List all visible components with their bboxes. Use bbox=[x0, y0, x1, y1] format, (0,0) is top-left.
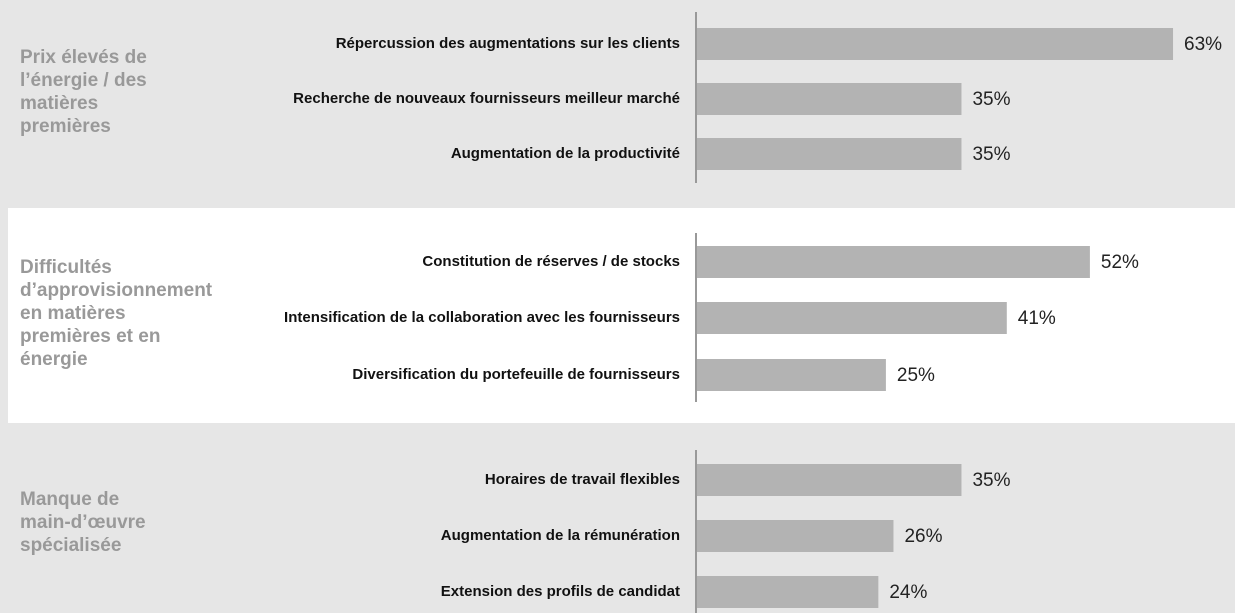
bar bbox=[697, 138, 962, 170]
category-label: Horaires de travail flexibles bbox=[485, 471, 680, 488]
category-label: Augmentation de la rémunération bbox=[441, 527, 680, 544]
category-label: Diversification du portefeuille de fourn… bbox=[352, 366, 680, 383]
category-label: Constitution de réserves / de stocks bbox=[422, 253, 680, 270]
bar bbox=[697, 83, 962, 115]
value-label: 41% bbox=[1018, 308, 1056, 329]
category-label: Extension des profils de candidat bbox=[441, 583, 680, 600]
value-label: 26% bbox=[904, 526, 942, 547]
category-label: Intensification de la collaboration avec… bbox=[284, 309, 680, 326]
value-label: 52% bbox=[1101, 252, 1139, 273]
value-label: 35% bbox=[972, 470, 1010, 491]
value-label: 24% bbox=[889, 582, 927, 603]
group-title: Difficultés d’approvisionnement en matiè… bbox=[20, 257, 213, 370]
category-label: Recherche de nouveaux fournisseurs meill… bbox=[293, 90, 680, 107]
bar bbox=[697, 520, 894, 552]
group-title: Prix élevés de l’énergie / des matières … bbox=[20, 47, 147, 137]
panel-background bbox=[8, 208, 1235, 423]
bar bbox=[697, 302, 1007, 334]
value-label: 25% bbox=[897, 365, 935, 386]
group-title: Manque de main-d’œuvre spécialisée bbox=[20, 489, 146, 556]
bar bbox=[697, 464, 962, 496]
bar bbox=[697, 28, 1174, 60]
bar bbox=[697, 576, 879, 608]
value-label: 63% bbox=[1184, 34, 1222, 55]
bar bbox=[697, 246, 1090, 278]
value-label: 35% bbox=[972, 144, 1010, 165]
category-label: Répercussion des augmentations sur les c… bbox=[336, 35, 680, 52]
category-label: Augmentation de la productivité bbox=[451, 145, 680, 162]
bar bbox=[697, 359, 886, 391]
value-label: 35% bbox=[972, 89, 1010, 110]
